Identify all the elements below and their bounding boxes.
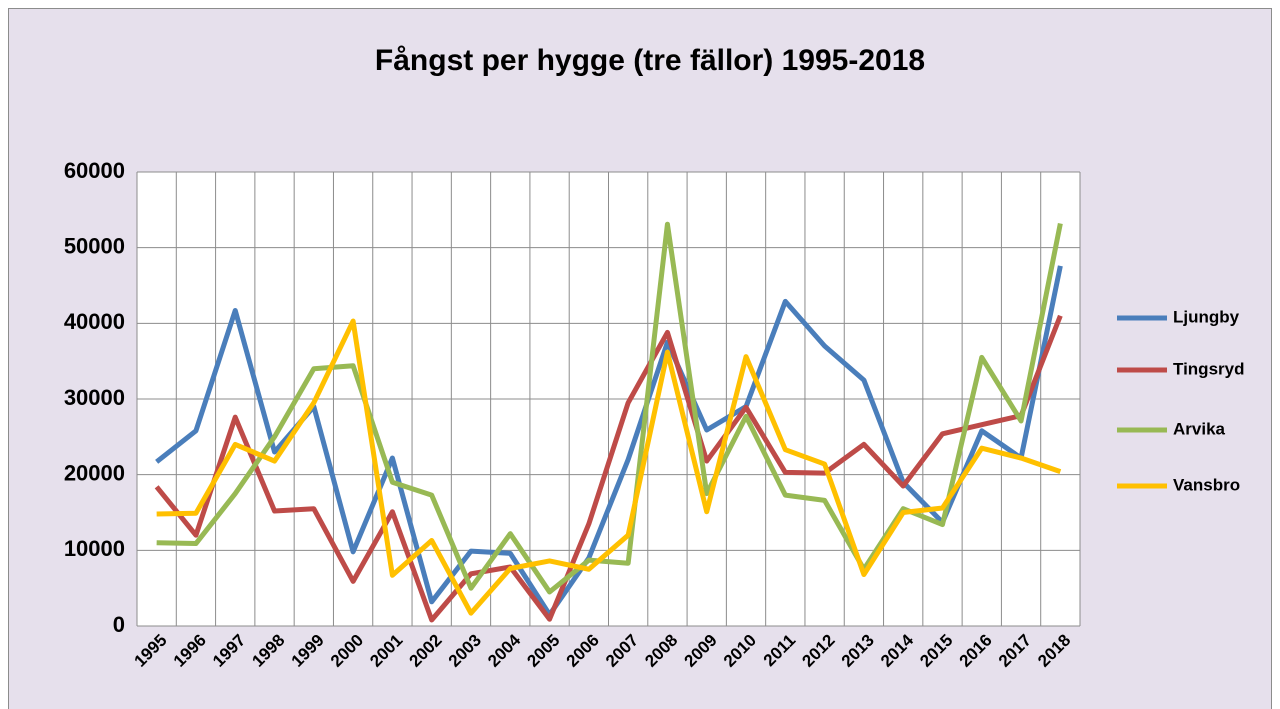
y-tick-label: 30000 bbox=[64, 385, 125, 410]
legend-label: Vansbro bbox=[1173, 475, 1240, 494]
series-line bbox=[154, 314, 1063, 623]
y-tick-label: 40000 bbox=[64, 309, 125, 334]
y-tick-label: 50000 bbox=[64, 233, 125, 258]
y-tick-label: 0 bbox=[113, 612, 125, 637]
series-line bbox=[156, 318, 1062, 616]
chart-title: Fångst per hygge (tre fällor) 1995-2018 bbox=[375, 44, 925, 77]
legend-label: Arvika bbox=[1173, 419, 1226, 438]
y-tick-label: 10000 bbox=[64, 536, 125, 561]
y-tick-label: 60000 bbox=[64, 158, 125, 183]
y-tick-label: 20000 bbox=[64, 460, 125, 485]
legend-label: Ljungby bbox=[1173, 307, 1240, 326]
legend-label: Tingsryd bbox=[1173, 359, 1244, 378]
